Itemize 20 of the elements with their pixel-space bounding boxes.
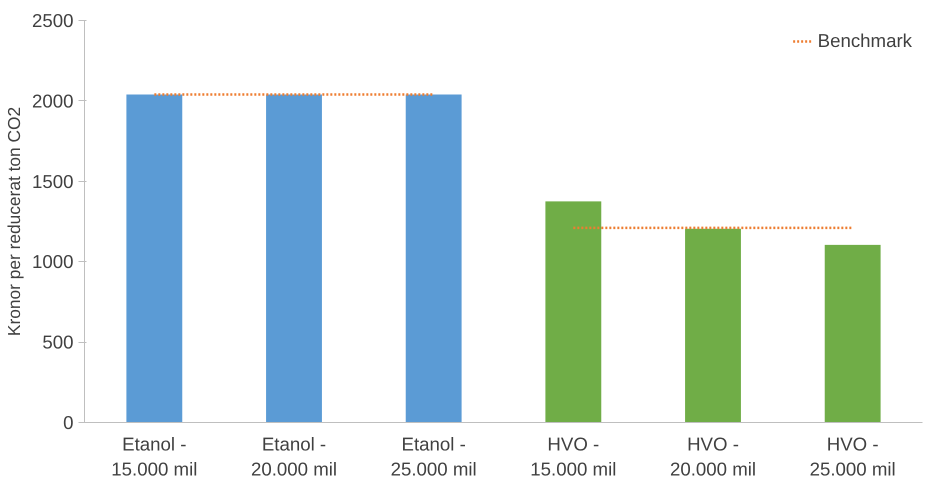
x-tick-label: HVO - 15.000 mil	[530, 434, 616, 480]
y-tick-label: 2500	[32, 10, 74, 31]
bar	[126, 94, 182, 422]
bar	[824, 244, 881, 422]
x-tick-label: Etanol - 25.000 mil	[390, 434, 477, 480]
y-tick-label: 1500	[32, 170, 74, 192]
legend-label: Benchmark	[818, 30, 912, 52]
y-tick-label: 0	[63, 412, 74, 433]
bar	[545, 201, 602, 422]
bar	[266, 94, 322, 422]
y-tick-label: 2000	[32, 90, 74, 112]
y-tick-label: 1000	[32, 251, 74, 272]
y-tick-label: 500	[42, 332, 74, 353]
x-tick-label: HVO - 25.000 mil	[810, 434, 896, 480]
x-tick-label: HVO - 20.000 mil	[670, 434, 756, 480]
y-axis-title: Kronor per reducerat ton CO2	[4, 106, 24, 336]
bar	[406, 94, 462, 422]
x-tick-label: Etanol - 15.000 mil	[111, 434, 198, 480]
x-tick-label: Etanol - 20.000 mil	[250, 434, 338, 480]
bar	[685, 228, 741, 422]
